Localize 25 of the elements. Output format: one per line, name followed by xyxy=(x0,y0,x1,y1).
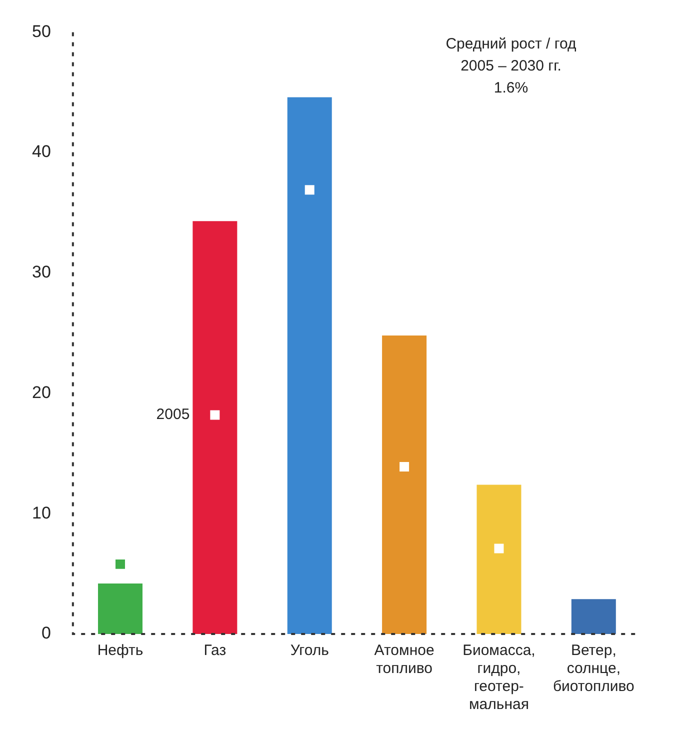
x-tick-label: Нефть xyxy=(97,642,144,660)
point xyxy=(400,462,410,472)
x-tick-label: Ветер, солнце, биотопливо xyxy=(552,642,634,696)
x-tick-label: Атомное топливо xyxy=(374,642,434,678)
x-tick-label: Газ xyxy=(204,642,226,660)
y-tick-label: 40 xyxy=(32,142,51,162)
point xyxy=(116,559,125,569)
x-tick-label: Уголь xyxy=(290,642,330,660)
bar xyxy=(476,484,522,634)
bar xyxy=(571,599,616,634)
bar xyxy=(287,97,332,634)
y-tick-label: 30 xyxy=(32,262,51,282)
annotation: 2005 xyxy=(156,406,190,424)
bar xyxy=(192,221,238,634)
y-tick-label: 0 xyxy=(41,624,51,643)
point xyxy=(210,410,220,420)
annotation: Средний рост / год 2005 – 2030 гг. 1.6% xyxy=(446,35,577,96)
bar xyxy=(382,336,427,634)
point xyxy=(494,544,504,554)
y-tick-label: 50 xyxy=(32,22,51,41)
y-tick-label: 10 xyxy=(32,503,51,522)
bar xyxy=(98,583,142,634)
x-tick-label: Биомасса, гидро, геотер- мальная xyxy=(462,642,536,714)
y-tick-label: 20 xyxy=(32,382,51,402)
point xyxy=(304,185,314,195)
